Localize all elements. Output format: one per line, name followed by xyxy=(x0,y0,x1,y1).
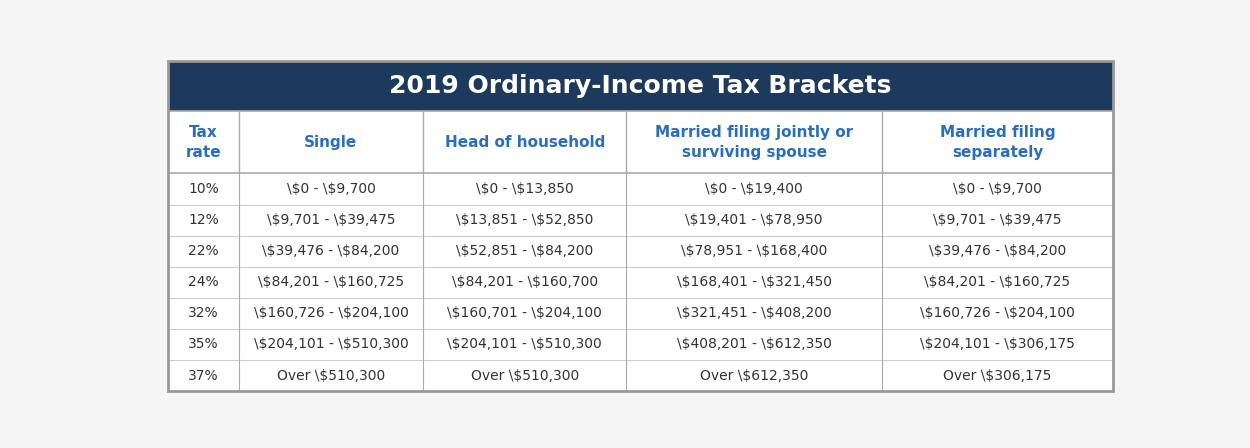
Bar xyxy=(168,236,1114,267)
Text: \$52,851 - \$84,200: \$52,851 - \$84,200 xyxy=(456,244,594,258)
Bar xyxy=(168,112,1114,173)
Text: 2019 Ordinary-Income Tax Brackets: 2019 Ordinary-Income Tax Brackets xyxy=(390,74,891,99)
Text: \$204,101 - \$510,300: \$204,101 - \$510,300 xyxy=(448,337,602,352)
Text: \$160,726 - \$204,100: \$160,726 - \$204,100 xyxy=(254,306,409,320)
Text: \$0 - \$9,700: \$0 - \$9,700 xyxy=(952,182,1042,196)
Text: 12%: 12% xyxy=(188,213,219,227)
Bar xyxy=(168,205,1114,236)
Text: Head of household: Head of household xyxy=(445,135,605,150)
Text: \$84,201 - \$160,725: \$84,201 - \$160,725 xyxy=(258,275,404,289)
Bar xyxy=(168,61,1114,112)
Text: \$0 - \$19,400: \$0 - \$19,400 xyxy=(705,182,802,196)
Text: Over \$612,350: Over \$612,350 xyxy=(700,369,809,383)
Text: 22%: 22% xyxy=(188,244,219,258)
Text: \$9,701 - \$39,475: \$9,701 - \$39,475 xyxy=(266,213,395,227)
Text: Tax
rate: Tax rate xyxy=(185,125,221,160)
Bar xyxy=(168,360,1114,391)
Text: \$9,701 - \$39,475: \$9,701 - \$39,475 xyxy=(934,213,1061,227)
Text: Over \$510,300: Over \$510,300 xyxy=(471,369,579,383)
Text: \$84,201 - \$160,700: \$84,201 - \$160,700 xyxy=(451,275,598,289)
Text: Over \$510,300: Over \$510,300 xyxy=(276,369,385,383)
Text: 10%: 10% xyxy=(188,182,219,196)
Text: \$39,476 - \$84,200: \$39,476 - \$84,200 xyxy=(929,244,1066,258)
Bar xyxy=(168,329,1114,360)
Text: 32%: 32% xyxy=(188,306,219,320)
Text: \$160,726 - \$204,100: \$160,726 - \$204,100 xyxy=(920,306,1075,320)
Text: Single: Single xyxy=(304,135,358,150)
Text: \$204,101 - \$510,300: \$204,101 - \$510,300 xyxy=(254,337,409,352)
Bar xyxy=(168,267,1114,298)
Text: \$408,201 - \$612,350: \$408,201 - \$612,350 xyxy=(676,337,831,352)
Text: Married filing
separately: Married filing separately xyxy=(940,125,1055,160)
Text: Married filing jointly or
surviving spouse: Married filing jointly or surviving spou… xyxy=(655,125,854,160)
Text: 24%: 24% xyxy=(188,275,219,289)
Text: 35%: 35% xyxy=(188,337,219,352)
Bar xyxy=(168,298,1114,329)
Text: \$78,951 - \$168,400: \$78,951 - \$168,400 xyxy=(681,244,828,258)
Text: \$84,201 - \$160,725: \$84,201 - \$160,725 xyxy=(925,275,1070,289)
Text: \$168,401 - \$321,450: \$168,401 - \$321,450 xyxy=(676,275,831,289)
Text: Over \$306,175: Over \$306,175 xyxy=(944,369,1051,383)
Text: \$19,401 - \$78,950: \$19,401 - \$78,950 xyxy=(685,213,822,227)
Text: \$39,476 - \$84,200: \$39,476 - \$84,200 xyxy=(262,244,400,258)
Bar xyxy=(168,173,1114,205)
Text: \$13,851 - \$52,850: \$13,851 - \$52,850 xyxy=(456,213,594,227)
Text: \$0 - \$9,700: \$0 - \$9,700 xyxy=(286,182,375,196)
Text: \$321,451 - \$408,200: \$321,451 - \$408,200 xyxy=(676,306,831,320)
Text: 37%: 37% xyxy=(188,369,219,383)
Text: \$160,701 - \$204,100: \$160,701 - \$204,100 xyxy=(448,306,602,320)
Text: \$0 - \$13,850: \$0 - \$13,850 xyxy=(476,182,574,196)
Text: \$204,101 - \$306,175: \$204,101 - \$306,175 xyxy=(920,337,1075,352)
